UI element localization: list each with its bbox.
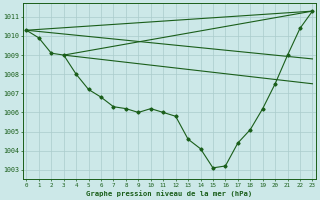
X-axis label: Graphe pression niveau de la mer (hPa): Graphe pression niveau de la mer (hPa)	[86, 190, 252, 197]
